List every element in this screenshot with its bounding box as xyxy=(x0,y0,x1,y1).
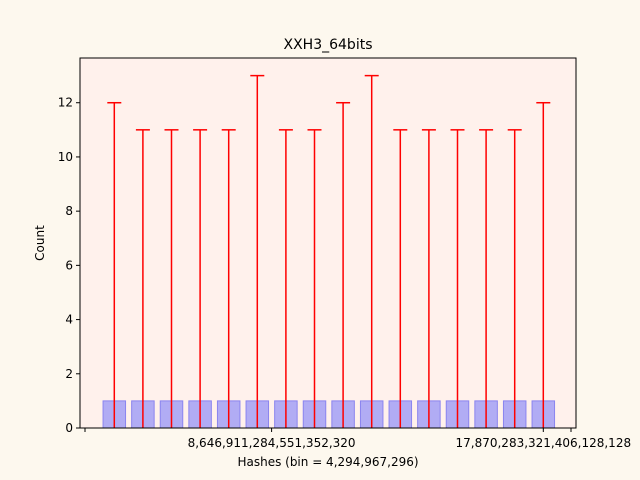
chart-title: XXH3_64bits xyxy=(284,37,373,53)
y-tick-label: 10 xyxy=(58,150,73,164)
y-tick-label: 2 xyxy=(65,367,73,381)
plot-frame xyxy=(79,57,577,429)
error-bar-series xyxy=(107,74,551,428)
x-tick-label: 17,870,283,321,406,128,128 xyxy=(456,436,632,450)
y-tick-label: 6 xyxy=(65,258,73,272)
y-tick-label: 0 xyxy=(65,421,73,435)
y-tick-label: 12 xyxy=(58,96,73,110)
plot-area xyxy=(80,58,576,428)
x-axis: 8,646,911,284,551,352,320 17,870,283,321,… xyxy=(84,428,632,450)
x-tick-label: 8,646,911,284,551,352,320 xyxy=(188,436,356,450)
x-axis-label: Hashes (bin = 4,294,967,296) xyxy=(237,455,418,469)
y-axis: 0 2 4 6 8 10 12 xyxy=(58,96,80,435)
y-axis-label: Count xyxy=(33,225,47,261)
y-tick-label: 4 xyxy=(65,313,73,327)
y-tick-label: 8 xyxy=(65,204,73,218)
